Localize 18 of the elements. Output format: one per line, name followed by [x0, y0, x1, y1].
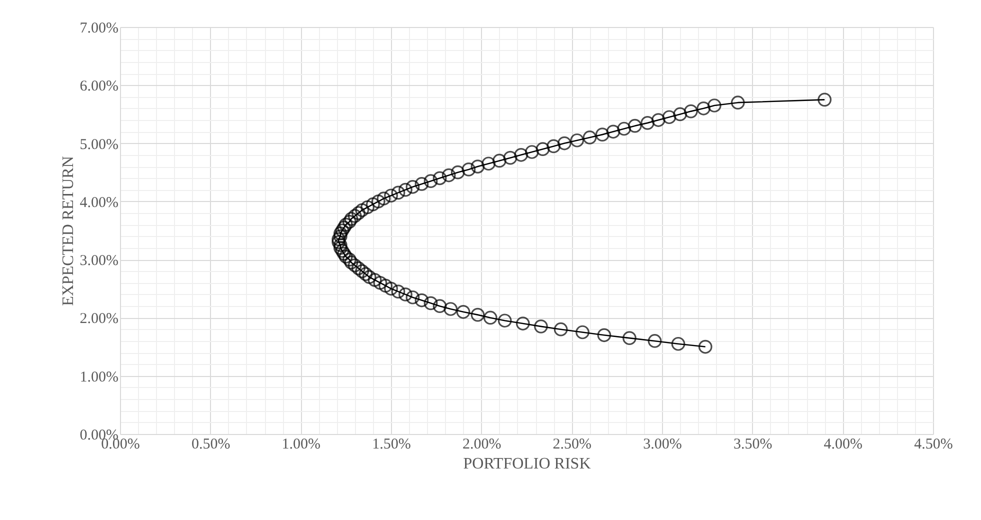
x-tick-label: 4.50%: [914, 436, 953, 452]
x-tick-label: 0.50%: [191, 436, 230, 452]
y-tick-label: 1.00%: [80, 369, 118, 386]
x-tick-label: 1.00%: [282, 436, 321, 452]
x-tick-label: 2.50%: [552, 436, 592, 452]
x-axis-title: PORTFOLIO RISK: [463, 456, 592, 472]
y-axis-title: EXPECTED RETURN: [60, 156, 77, 306]
x-tick-label: 3.50%: [733, 436, 772, 452]
x-tick-label: 4.00%: [824, 436, 863, 452]
x-tick-label: 1.50%: [372, 436, 411, 452]
y-tick-label: 3.00%: [80, 253, 118, 270]
y-tick-label: 5.00%: [80, 136, 118, 153]
y-tick-label: 2.00%: [80, 311, 118, 328]
y-tick-label: 7.00%: [80, 20, 118, 36]
y-tick-label: 4.00%: [80, 194, 118, 211]
y-tick-label: 6.00%: [80, 78, 118, 95]
x-tick-label: 2.00%: [462, 436, 502, 452]
x-tick-label: 3.00%: [643, 436, 682, 452]
